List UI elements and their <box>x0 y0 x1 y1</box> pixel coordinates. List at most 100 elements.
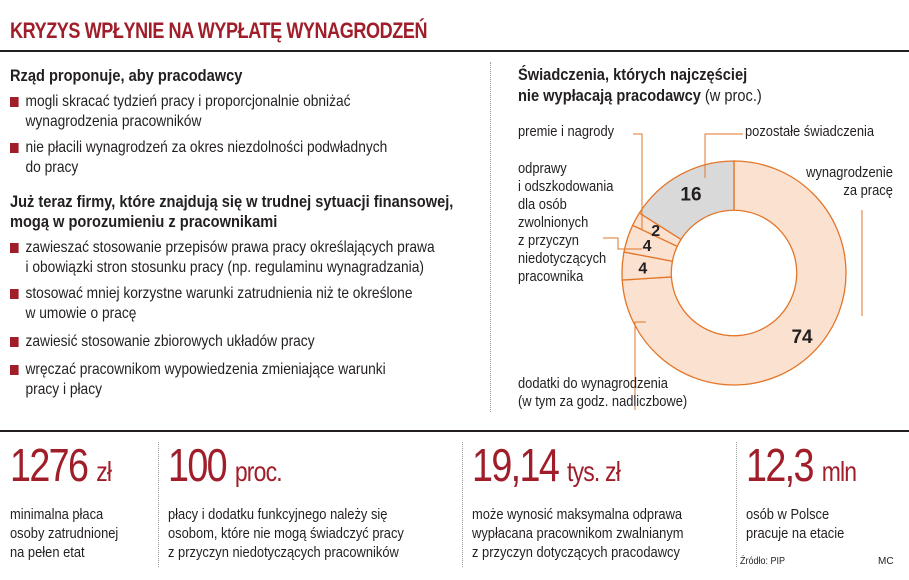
fact-number: 19,14 tys. zł <box>472 440 674 497</box>
label-line: dla osób <box>518 196 567 213</box>
leader-line <box>603 237 642 250</box>
label-line: dodatki do wynagrodzenia <box>518 375 668 392</box>
bullet-line: mogli skracać tydzień pracy i proporcjon… <box>25 93 351 110</box>
fact-4: 12,3 mln osób w Polsce pracuje na etacie <box>746 440 880 543</box>
bullet-line: do pracy <box>25 159 79 176</box>
fact-number: 12,3 mln <box>746 439 857 497</box>
fact-unit: tys. zł <box>567 456 621 487</box>
label-line: odprawy <box>518 160 567 177</box>
fact-unit: zł <box>96 456 112 487</box>
label-line: za pracę <box>843 182 893 199</box>
label-premie: premie i nagrody <box>518 123 615 140</box>
bullet-line: pracy i płacy <box>25 381 102 398</box>
fact-desc: osób w Polsce pracuje na etacie <box>746 505 862 543</box>
donut-value-label: 74 <box>791 327 813 348</box>
label-line: z przyczyn <box>518 232 579 249</box>
fact-value: 19,14 <box>472 439 560 491</box>
donut-value-label: 4 <box>638 260 647 277</box>
section2-item: wręczać pracownikom wypowiedzenia zmieni… <box>10 360 414 400</box>
section2-heading: Już teraz firmy, które znajdują się w tr… <box>10 192 454 232</box>
fact-value: 12,3 <box>746 439 814 491</box>
label-line: niedotyczących <box>518 250 607 267</box>
facts-rule <box>0 430 909 432</box>
label-odprawy: odprawy i odszkodowania dla osób zwolnio… <box>518 160 613 286</box>
chart-unit: (w proc.) <box>704 86 762 105</box>
fact-divider <box>158 442 159 567</box>
chart-title-line: Świadczenia, których najczęściej <box>518 65 748 84</box>
fact-2: 100 proc. płacy i dodatku funkcyjnego na… <box>168 440 442 562</box>
desc-line: na pełen etat <box>10 544 85 561</box>
bullet-square-icon <box>10 337 19 347</box>
desc-line: z przyczyn niedotyczących pracowników <box>168 544 399 561</box>
fact-desc: minimalna płaca osoby zatrudnionej na pe… <box>10 505 118 562</box>
bullet-square-icon <box>10 289 19 299</box>
leader-line <box>633 133 643 230</box>
label-line: i odszkodowania <box>518 178 614 195</box>
section1-heading: Rząd proponuje, aby pracodawcy <box>10 66 243 85</box>
label-line: zwolnionych <box>518 214 589 231</box>
bullet-line: wręczać pracownikom wypowiedzenia zmieni… <box>25 361 386 378</box>
heading-line: mogą w porozumieniu z pracownikami <box>10 212 278 231</box>
fact-value: 1276 <box>10 439 89 491</box>
label-wynagrodzenie: wynagrodzenie za pracę <box>806 164 893 200</box>
bullet-line: nie płacili wynagrodzeń za okres niezdol… <box>25 139 388 156</box>
source-note: Źródło: PIP <box>740 556 786 567</box>
fact-divider <box>736 442 737 567</box>
chart-title-text: nie wypłacają pracodawcy <box>518 86 701 105</box>
fact-unit: proc. <box>234 456 283 487</box>
bullet-line: zawieszać stosowanie przepisów prawa pra… <box>25 239 435 256</box>
chart-title-line2: nie wypłacają pracodawcy (w proc.) <box>518 85 762 106</box>
donut-value-label: 2 <box>651 223 660 240</box>
desc-line: pracuje na etacie <box>746 525 845 542</box>
section1-item: mogli skracać tydzień pracy i proporcjon… <box>10 92 414 132</box>
desc-line: z przyczyn dotyczących pracodawcy <box>472 544 680 561</box>
bullet-square-icon <box>10 243 19 253</box>
label-pozostale: pozostałe świadczenia <box>745 123 875 140</box>
bullet-square-icon <box>10 365 19 375</box>
bullet-square-icon <box>10 97 19 107</box>
infographic-title: KRYZYS WPŁYNIE NA WYPŁATĘ WYNAGRODZEŃ <box>10 18 428 43</box>
donut-value-label: 4 <box>643 238 652 255</box>
bullet-line: stosować mniej korzystne warunki zatrudn… <box>25 285 413 302</box>
desc-line: wypłacana pracownikom zwalnianym <box>472 525 684 542</box>
bullet-line: zawiesić stosowanie zbiorowych układów p… <box>25 333 315 350</box>
section2-item: zawiesić stosowanie zbiorowych układów p… <box>10 332 414 352</box>
desc-line: osobom, które nie mogą świadczyć pracy <box>168 525 404 542</box>
fact-1: 1276 zł minimalna płaca osoby zatrudnion… <box>10 440 136 562</box>
desc-line: może wynosić maksymalna odprawa <box>472 506 683 523</box>
fact-value: 100 <box>168 439 228 491</box>
heading-line: Już teraz firmy, które znajdują się w tr… <box>10 192 454 211</box>
fact-3: 19,14 tys. zł może wynosić maksymalna od… <box>472 440 718 562</box>
section2-item: zawieszać stosowanie przepisów prawa pra… <box>10 238 435 278</box>
fact-desc: może wynosić maksymalna odprawa wypłacan… <box>472 505 684 562</box>
fact-unit: mln <box>821 456 857 487</box>
label-line: (w tym za godz. nadliczbowe) <box>518 393 688 410</box>
desc-line: osoby zatrudnionej <box>10 525 119 542</box>
bullet-square-icon <box>10 143 19 153</box>
label-line: pracownika <box>518 268 584 285</box>
fact-desc: płacy i dodatku funkcyjnego należy się o… <box>168 505 404 562</box>
bullet-line: wynagrodzenia pracowników <box>25 113 202 130</box>
desc-line: osób w Polsce <box>746 506 830 523</box>
desc-line: minimalna płaca <box>10 506 104 523</box>
label-line: wynagrodzenie <box>806 164 893 181</box>
bullet-line: i obowiązki stron stosunku pracy (np. re… <box>25 259 424 276</box>
top-rule <box>0 50 909 52</box>
donut-slice <box>638 160 735 241</box>
bullet-line: w umowie o pracę <box>25 305 137 322</box>
desc-line: płacy i dodatku funkcyjnego należy się <box>168 506 388 523</box>
column-divider <box>490 62 491 412</box>
section1-item: nie płacili wynagrodzeń za okres niezdol… <box>10 138 414 178</box>
label-dodatki: dodatki do wynagrodzenia (w tym za godz.… <box>518 375 687 411</box>
chart-panel: Świadczenia, których najczęściej nie wyp… <box>500 60 909 420</box>
section2-item: stosować mniej korzystne warunki zatrudn… <box>10 284 414 324</box>
credit-note: MC <box>878 556 894 567</box>
leader-line <box>634 321 646 410</box>
fact-number: 1276 zł <box>10 440 113 497</box>
leader-line <box>704 133 743 178</box>
fact-divider <box>462 442 463 567</box>
fact-number: 100 proc. <box>168 440 393 497</box>
donut-value-label: 16 <box>680 185 701 206</box>
left-column: Rząd proponuje, aby pracodawcy mogli skr… <box>10 66 480 400</box>
